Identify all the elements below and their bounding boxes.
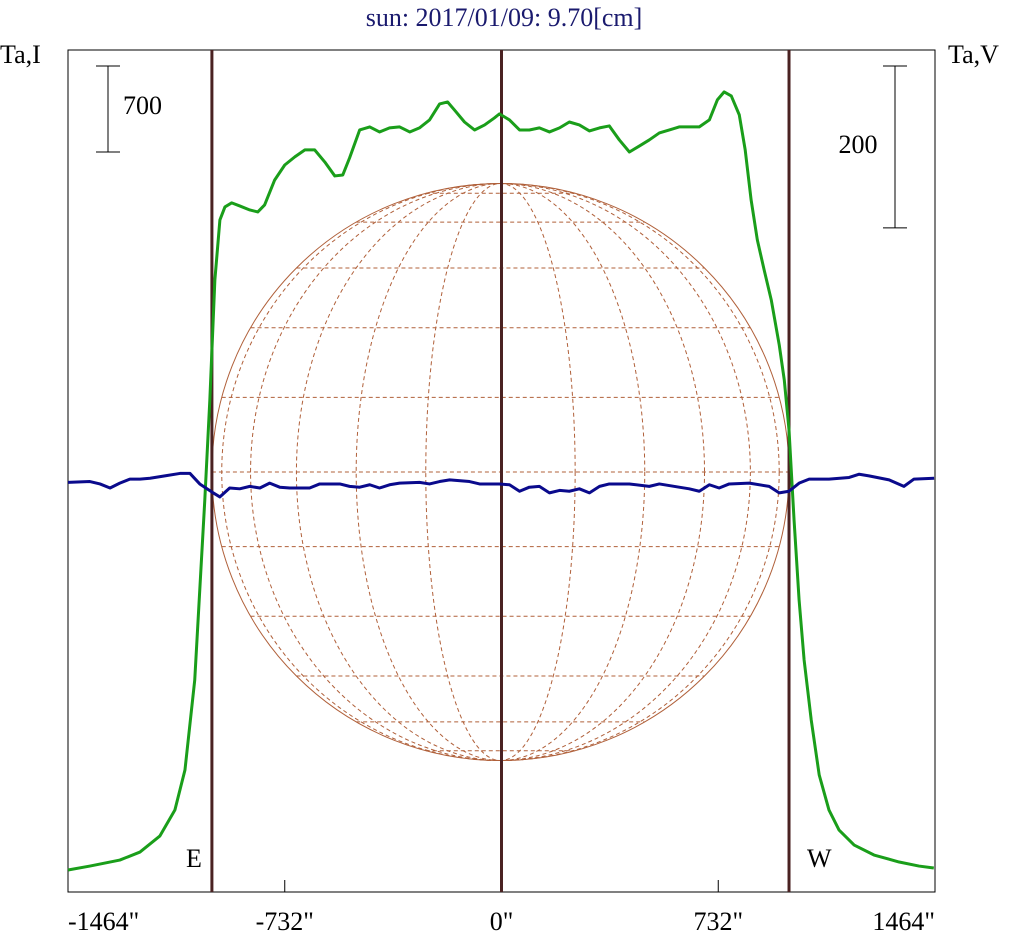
chart-title: sun: 2017/01/09: 9.70[cm]: [366, 3, 643, 32]
series-line: [67, 471, 935, 499]
x-tick-label: -732": [256, 907, 314, 936]
x-tick-label: -1464": [68, 907, 139, 936]
disk-meridian: [355, 182, 646, 762]
series-line: [67, 90, 935, 872]
scale-bar-label: 200: [839, 130, 878, 159]
y-axis-label: Ta,I: [0, 40, 41, 69]
limb-label: E: [186, 844, 202, 873]
limb-label: W: [807, 844, 832, 873]
x-tick-label: 0": [490, 907, 514, 936]
y2-axis-label: Ta,V: [948, 40, 999, 69]
x-tick-label: 732": [693, 907, 743, 936]
x-tick-label: 1464": [872, 907, 935, 936]
scale-bar-label: 700: [123, 91, 162, 120]
